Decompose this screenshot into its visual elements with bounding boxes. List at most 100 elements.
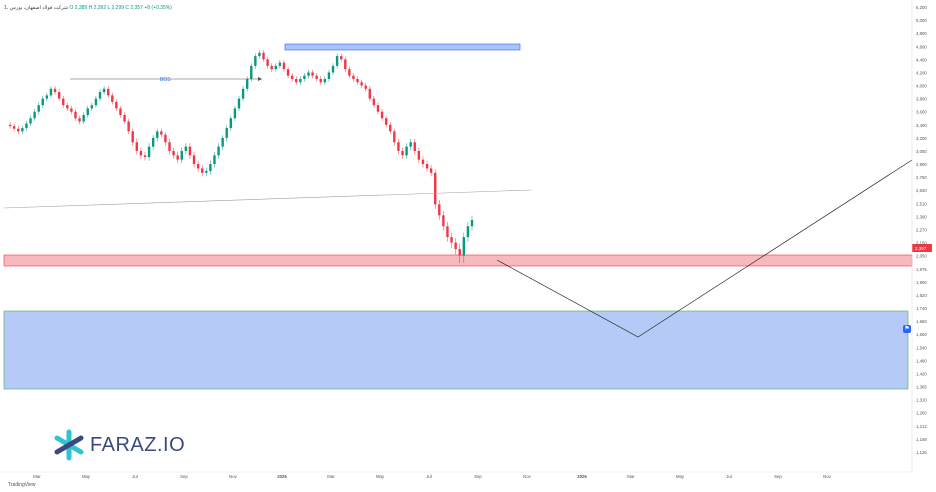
candle-body <box>290 75 294 79</box>
candle-body <box>438 204 441 216</box>
candle-body <box>421 159 425 165</box>
candle-body <box>360 82 363 86</box>
candle-body <box>458 249 461 256</box>
y-tick-label: 1,820 <box>916 293 927 298</box>
y-tick-label: 3,600 <box>916 110 927 115</box>
candle-body <box>33 111 36 119</box>
y-tick-label: 2,050 <box>916 254 927 259</box>
x-tick-label: Nov <box>229 474 237 479</box>
candle-body <box>237 98 241 109</box>
candle-body <box>106 88 110 96</box>
candle-body <box>356 78 359 83</box>
x-tick-label: Mar <box>627 474 635 479</box>
resistance-zone <box>3 254 913 267</box>
x-tick-label: Mar <box>327 474 335 479</box>
candle-body <box>384 118 388 125</box>
y-tick-label: 2,900 <box>916 162 927 167</box>
candle-body <box>143 155 147 158</box>
y-tick-label: 3,800 <box>916 97 927 102</box>
candle-body <box>446 226 449 238</box>
candle-body <box>254 56 257 66</box>
candle-body <box>139 150 143 156</box>
y-tick-label: 2,150 <box>916 241 927 246</box>
ohlc-open: O 2,389 <box>69 5 88 11</box>
candle-body <box>21 128 24 132</box>
y-tick-label: 3,400 <box>916 123 927 128</box>
symbol-header: 1، شرکت فولاد اصفهان، بورس O 2,389 H 2,3… <box>4 5 172 11</box>
candle-body <box>376 105 380 112</box>
candle-body <box>225 128 228 138</box>
candle-body <box>176 155 179 160</box>
x-tick-label: Sep <box>474 474 482 479</box>
candle-body <box>372 98 376 106</box>
candle-body <box>37 105 40 112</box>
candle-body <box>160 131 163 135</box>
candle-body <box>339 56 343 60</box>
y-axis: 5,200 5,000 4,800 4,600 4,400 4,200 4,000 3,800… <box>911 0 927 472</box>
candle-body <box>229 118 233 129</box>
y-tick-label: 2,630 <box>916 188 927 193</box>
y-tick-label: 1,600 <box>916 332 927 337</box>
candle-body <box>315 75 318 79</box>
candle-body <box>168 142 171 151</box>
y-tick-label: 3,200 <box>916 136 927 141</box>
x-tick-label: May <box>676 474 685 479</box>
candle-body <box>413 142 416 151</box>
y-tick-label: 2,750 <box>916 175 927 180</box>
candle-body <box>123 114 126 122</box>
faraz-logo: FARAZ.IO <box>52 428 185 462</box>
candle-body <box>417 150 421 160</box>
candle-body <box>184 146 188 151</box>
candle-body <box>221 137 224 147</box>
candle-body <box>319 78 322 83</box>
candle-body <box>299 78 302 83</box>
y-tick-label: 1,740 <box>916 306 927 311</box>
candle-body <box>41 98 44 106</box>
x-tick-label: Nov <box>823 474 831 479</box>
candle-body <box>86 108 89 115</box>
candle-body <box>12 126 16 129</box>
candle-body <box>429 168 433 173</box>
candle-body <box>389 124 392 132</box>
y-tick-label: 1,900 <box>916 280 927 285</box>
y-tick-label: 4,600 <box>916 44 927 49</box>
candle-body <box>119 108 122 115</box>
candle-body <box>462 237 466 256</box>
bos-label: BOS <box>160 77 171 83</box>
candle-body <box>196 164 200 169</box>
projection-path <box>496 159 913 338</box>
candle-body <box>344 59 347 70</box>
ohlc-high: H 2,392 <box>88 5 107 11</box>
candle-body <box>217 146 220 156</box>
y-tick-label: 2,270 <box>916 228 927 233</box>
alert-flag-icon[interactable]: ⚑ <box>903 325 911 333</box>
logo-text: FARAZ.IO <box>90 433 186 456</box>
candle-body <box>466 226 470 238</box>
candle-body <box>45 95 49 99</box>
faraz-star-icon <box>54 429 84 461</box>
candle-body <box>470 220 474 227</box>
candle-body <box>327 72 331 79</box>
candle-body <box>8 124 12 127</box>
candle-body <box>57 92 61 99</box>
candle-body <box>323 78 327 83</box>
candle-body <box>311 72 314 76</box>
y-tick-label: 4,400 <box>916 57 927 62</box>
candle-body <box>151 137 155 147</box>
y-tick-label: 1,365 <box>916 385 927 390</box>
top-supply-zone <box>284 43 521 51</box>
candle-body <box>164 134 167 143</box>
candle-body <box>192 155 196 165</box>
y-tick-label: 1,480 <box>916 358 927 363</box>
candle-body <box>258 52 261 57</box>
y-tick-label: 1,168 <box>916 437 927 442</box>
candle-body <box>250 65 253 79</box>
candle-body <box>397 142 400 151</box>
ohlc-close: C 2,357 <box>125 5 143 11</box>
x-tick-label: Mar <box>33 474 41 479</box>
trendline <box>3 189 532 209</box>
candle-body <box>90 105 94 109</box>
candle-body <box>245 78 249 89</box>
candle-body <box>393 131 396 143</box>
